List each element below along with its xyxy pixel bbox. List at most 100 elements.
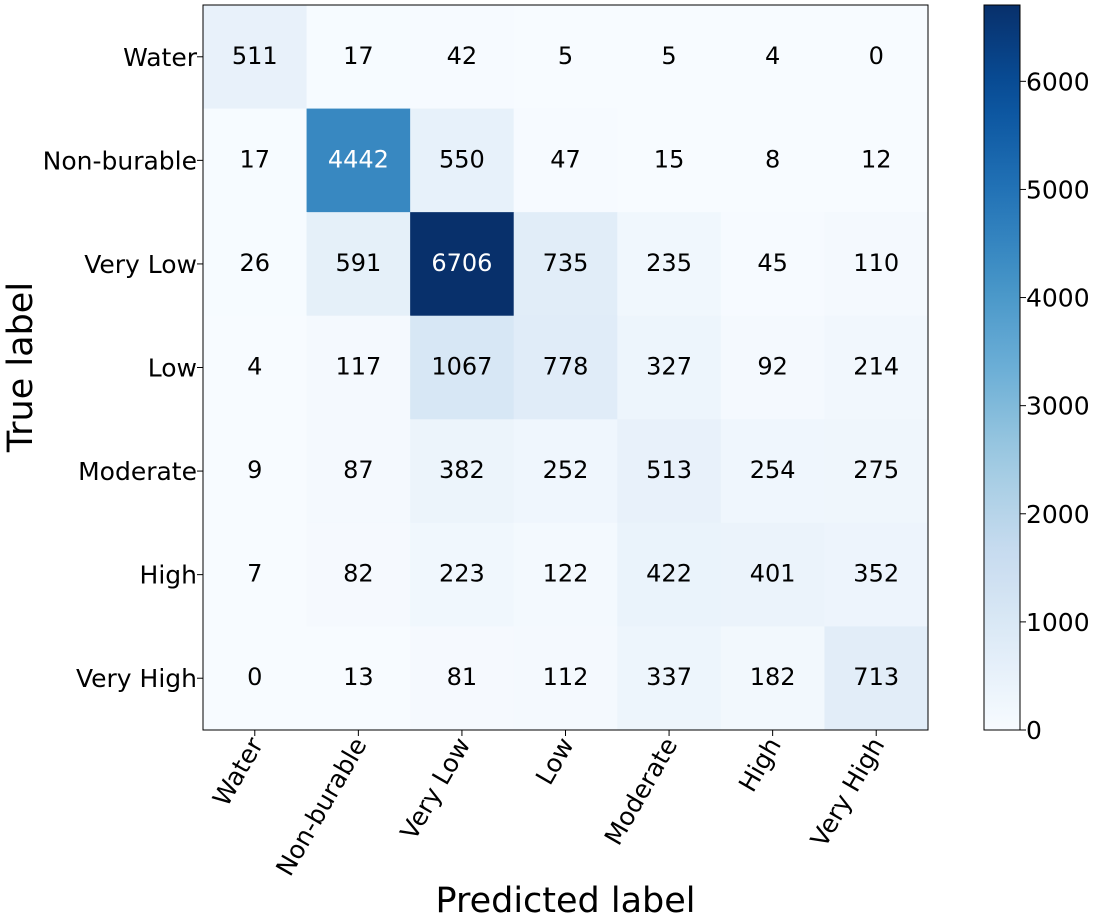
x-tick-label: Very High [805,733,891,852]
heatmap-cell [720,626,825,731]
heatmap-cell [513,522,618,627]
heatmap-cell [824,5,929,110]
y-tick-label: Very Low [84,250,197,279]
x-tick-label: Moderate [599,733,684,850]
heatmap-cell [824,626,929,731]
heatmap-cell [720,522,825,627]
y-tick-label: Non-burable [43,146,197,175]
colorbar-tick-label: 3000 [1026,392,1090,421]
cell-value: 0 [869,42,884,70]
heatmap-cell [513,626,618,731]
cell-value: 591 [335,249,381,277]
colorbar-ticks: 0 1000 2000 3000 4000 5000 6000 [1020,67,1090,745]
heatmap-cell [824,212,929,317]
x-tick-label: Very Low [395,733,477,845]
cell-value: 6706 [431,249,492,277]
x-tick-label: Non-burable [270,733,372,881]
heatmap-cell [410,5,515,110]
heatmap-cell [720,315,825,420]
cell-value: 26 [240,249,271,277]
heatmap-cell [617,419,722,524]
heatmap-cell [203,522,308,627]
heatmap-cell [720,419,825,524]
cell-value: 4 [247,353,262,381]
heatmap-cell [617,108,722,213]
heatmap-cell [203,5,308,110]
heatmap-cell [720,5,825,110]
heatmap-cell [306,419,411,524]
colorbar-tick-label: 0 [1026,716,1042,745]
cell-value: 382 [439,456,485,484]
cell-value: 223 [439,560,485,588]
y-tick-label: Low [148,354,197,383]
cell-value: 513 [646,456,692,484]
heatmap-cell [513,212,618,317]
colorbar-tick-label: 4000 [1026,284,1090,313]
cell-value: 735 [543,249,589,277]
heatmap-cell [720,108,825,213]
y-tick-label: Water [123,43,198,72]
cell-value: 352 [853,560,899,588]
cell-value: 13 [343,663,374,691]
cell-value: 778 [543,353,589,381]
heatmap-cells [203,5,929,731]
heatmap-cell [203,419,308,524]
cell-value: 47 [550,145,581,173]
y-axis-ticks: Water Non-burable Very Low Low Moderate High V… [43,43,203,693]
cell-value: 235 [646,249,692,277]
cell-value: 15 [654,145,685,173]
heatmap-cell [824,108,929,213]
cell-value: 42 [447,42,478,70]
cell-value: 182 [750,663,796,691]
cell-value: 9 [247,456,262,484]
heatmap-cell [513,315,618,420]
cell-value: 422 [646,560,692,588]
heatmap-cell [306,108,411,213]
x-axis-ticks: Water Non-burable Very Low Low Moderate High V… [207,730,890,881]
cell-value: 5 [661,42,676,70]
cell-value: 252 [543,456,589,484]
x-axis-label: Predicted label [435,881,695,921]
cell-value: 17 [240,145,271,173]
heatmap-cell [617,315,722,420]
heatmap-cell [203,212,308,317]
cell-value: 122 [543,560,589,588]
heatmap-cell [720,212,825,317]
cell-value: 337 [646,663,692,691]
cell-value: 45 [757,249,788,277]
heatmap-cell [617,626,722,731]
heatmap-cell [306,5,411,110]
cell-value: 0 [247,663,262,691]
y-axis-label: True label [1,282,41,453]
cell-value: 12 [861,145,892,173]
heatmap-cell [410,212,515,317]
cell-value: 275 [853,456,899,484]
cell-value: 110 [853,249,899,277]
cell-value: 4442 [328,145,389,173]
y-tick-label: Moderate [78,457,197,486]
cell-value: 550 [439,145,485,173]
heatmap-cell [306,522,411,627]
cell-value: 17 [343,42,374,70]
heatmap-cell [513,5,618,110]
cell-value: 117 [335,353,381,381]
heatmap-cell [410,108,515,213]
colorbar-tick-label: 1000 [1026,608,1090,637]
cell-value: 1067 [431,353,492,381]
cell-value: 254 [750,456,796,484]
cell-value: 8 [765,145,780,173]
heatmap-cell [203,108,308,213]
cell-value: 713 [853,663,899,691]
colorbar-tick-label: 5000 [1026,175,1090,204]
heatmap-cell [410,419,515,524]
heatmap-cell [306,212,411,317]
y-tick-label: High [140,561,197,590]
cell-value: 4 [765,42,780,70]
cell-value: 112 [543,663,589,691]
heatmap-cell [410,315,515,420]
cell-value: 401 [750,560,796,588]
colorbar-tick-label: 6000 [1026,67,1090,96]
cell-value: 214 [853,353,899,381]
